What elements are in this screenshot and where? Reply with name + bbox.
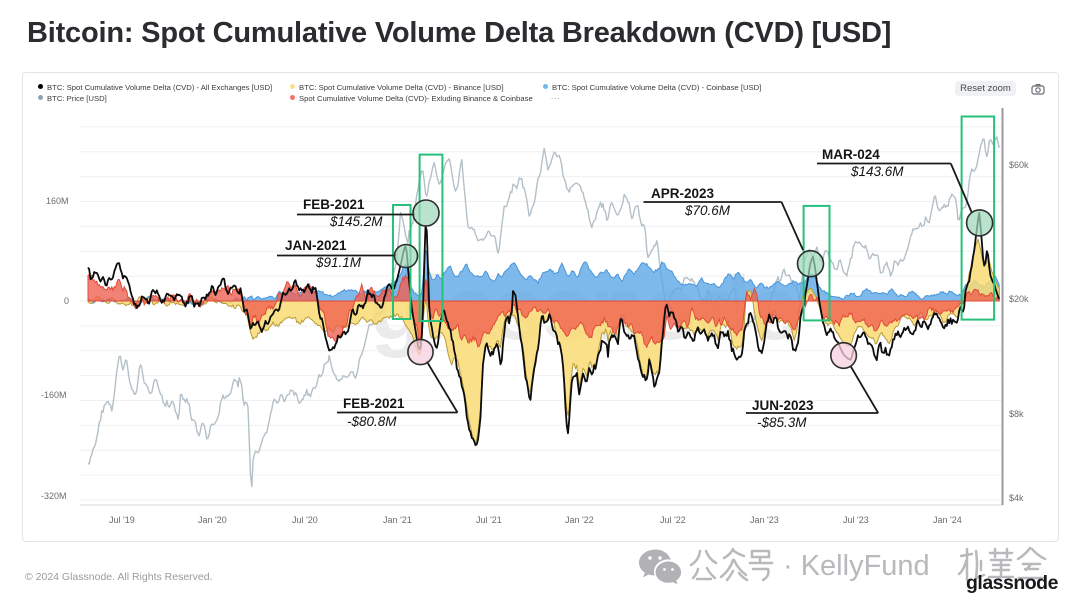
- svg-text:· KellyFund: · KellyFund: [783, 550, 930, 582]
